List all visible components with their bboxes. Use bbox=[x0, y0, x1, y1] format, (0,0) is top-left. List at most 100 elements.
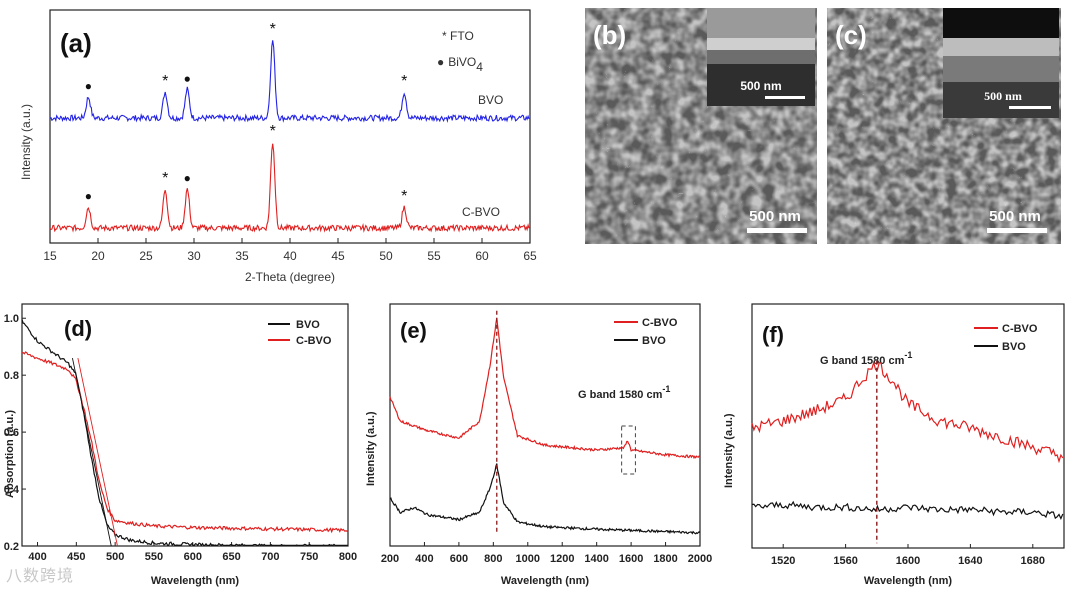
absorption-series-c-bvo bbox=[21, 351, 349, 534]
raman-zoom-xtick-label: 1520 bbox=[771, 555, 795, 567]
xrd-xtick-label: 35 bbox=[235, 249, 249, 263]
raman-zoom-xtick-label: 1640 bbox=[958, 555, 982, 567]
raman-annotation-sup: -1 bbox=[662, 384, 670, 394]
raman-zoom-chart: (f) Intensity (a.u.) Wavelength (nm) C-B… bbox=[723, 303, 1065, 587]
sem-b-scale: 500 nm bbox=[749, 208, 801, 225]
absorption-xtick-label: 550 bbox=[145, 551, 163, 563]
raman-ylabel: Intensity (a.u.) bbox=[365, 411, 377, 486]
absorption-xtick-label: 750 bbox=[300, 551, 318, 563]
sem-c-scalebar bbox=[987, 228, 1047, 233]
panel-b-sem: 500 nm (b) 500 nm bbox=[585, 8, 817, 244]
sem-inset-b: 500 nm bbox=[707, 8, 815, 106]
xrd-series-bvo bbox=[49, 40, 530, 123]
absorption-xtick-label: 700 bbox=[261, 551, 279, 563]
panel-b-label: (b) bbox=[593, 20, 626, 50]
raman-zoom-series-bvo bbox=[751, 500, 1064, 520]
sem-image-b: 500 nm (b) 500 nm bbox=[585, 8, 817, 244]
sem-c-scale: 500 nm bbox=[989, 208, 1041, 225]
panel-a-label: (a) bbox=[60, 28, 92, 58]
xrd-fto-marker: * bbox=[270, 123, 276, 140]
raman-zoom-legend-cbvo: C-BVO bbox=[1002, 323, 1038, 335]
absorption-xtick-label: 500 bbox=[106, 551, 124, 563]
raman-xtick-label: 2000 bbox=[688, 553, 712, 565]
raman-zoom-plot-frame bbox=[751, 303, 1065, 549]
raman-legend-cbvo: C-BVO bbox=[642, 317, 678, 329]
xrd-ylabel: Intensity (a.u.) bbox=[19, 104, 33, 180]
xrd-bivo4-marker: ● bbox=[85, 79, 92, 93]
panel-c-sem: 500 nm (c) 500 nm bbox=[827, 8, 1061, 244]
absorption-xlabel: Wavelength (nm) bbox=[151, 575, 240, 587]
panel-e-label: (e) bbox=[400, 318, 427, 343]
watermark: 八数跨境 bbox=[6, 566, 75, 585]
xrd-legend-dot: ● bbox=[437, 55, 444, 69]
xrd-legend-fto: * FTO bbox=[442, 29, 474, 43]
xrd-plot-frame bbox=[49, 9, 531, 244]
raman-zoom-annotation-text: G band 1580 cm bbox=[820, 355, 905, 367]
xrd-xtick-label: 25 bbox=[139, 249, 153, 263]
panel-f-label: (f) bbox=[762, 322, 784, 347]
absorption-xtick-label: 450 bbox=[67, 551, 85, 563]
absorption-tangent-bvo bbox=[72, 358, 112, 547]
absorption-xtick-label: 400 bbox=[28, 551, 46, 563]
raman-legend-bvo: BVO bbox=[642, 335, 666, 347]
absorption-ytick-label: 0.2 bbox=[4, 541, 19, 553]
raman-xtick-label: 1800 bbox=[653, 553, 677, 565]
xrd-legend-bivo-text: BiVO bbox=[448, 55, 476, 69]
sem-inset-c-scale: 500 nm bbox=[984, 89, 1022, 103]
raman-zoom-xtick-label: 1560 bbox=[833, 555, 857, 567]
sem-image-c: 500 nm (c) 500 nm bbox=[827, 8, 1061, 244]
absorption-xtick-label: 650 bbox=[222, 551, 240, 563]
xrd-chart: (a) Intensity (a.u.) 2-Theta (degree) * … bbox=[19, 9, 537, 284]
xrd-xtick-label: 30 bbox=[187, 249, 201, 263]
xrd-xlabel: 2-Theta (degree) bbox=[245, 270, 335, 284]
xrd-fto-marker: * bbox=[401, 188, 407, 205]
xrd-xtick-label: 15 bbox=[43, 249, 57, 263]
panel-f-raman-zoom: (f) Intensity (a.u.) Wavelength (nm) C-B… bbox=[718, 298, 1080, 594]
xrd-xtick-label: 65 bbox=[523, 249, 537, 263]
raman-zoom-series-c-bvo bbox=[751, 360, 1064, 464]
xrd-fto-marker: * bbox=[401, 73, 407, 90]
xrd-bivo4-marker: ● bbox=[184, 171, 191, 185]
raman-zoom-legend-bvo: BVO bbox=[1002, 341, 1026, 353]
panel-c-label: (c) bbox=[835, 20, 867, 50]
raman-xtick-label: 800 bbox=[484, 553, 502, 565]
xrd-xtick-label: 45 bbox=[331, 249, 345, 263]
xrd-trace-cbvo-label: C-BVO bbox=[462, 205, 500, 219]
xrd-xtick-label: 40 bbox=[283, 249, 297, 263]
sem-b-scalebar bbox=[747, 228, 807, 233]
raman-xtick-label: 1400 bbox=[584, 553, 608, 565]
xrd-xtick-label: 55 bbox=[427, 249, 441, 263]
xrd-xtick-label: 50 bbox=[379, 249, 393, 263]
raman-series-bvo bbox=[389, 463, 701, 535]
raman-xtick-label: 1000 bbox=[516, 553, 540, 565]
raman-xtick-label: 400 bbox=[415, 553, 433, 565]
absorption-ytick-label: 0.6 bbox=[4, 427, 19, 439]
raman-xtick-label: 1200 bbox=[550, 553, 574, 565]
raman-annotation: G band 1580 cm-1 bbox=[578, 384, 670, 401]
sem-inset-b-scale: 500 nm bbox=[740, 79, 781, 93]
xrd-fto-marker: * bbox=[162, 170, 168, 187]
absorption-ytick-label: 0.4 bbox=[4, 484, 20, 496]
raman-xlabel: Wavelength (nm) bbox=[501, 575, 590, 587]
raman-zoom-annotation: G band 1580 cm-1 bbox=[820, 350, 912, 367]
raman-series-c-bvo bbox=[389, 317, 701, 460]
xrd-fto-marker: * bbox=[162, 73, 168, 90]
xrd-trace-bvo-label: BVO bbox=[478, 93, 503, 107]
xrd-bivo4-marker: ● bbox=[85, 189, 92, 203]
raman-plot-frame bbox=[389, 303, 701, 547]
xrd-xtick-label: 60 bbox=[475, 249, 489, 263]
raman-zoom-ylabel: Intensity (a.u.) bbox=[723, 413, 735, 488]
sem-inset-b-scalebar bbox=[765, 96, 805, 99]
absorption-tangent-cbvo bbox=[77, 358, 118, 547]
absorption-ytick-label: 1.0 bbox=[4, 313, 19, 325]
panel-e-raman: (e) Intensity (a.u.) Wavelength (nm) C-B… bbox=[360, 298, 715, 594]
raman-chart: (e) Intensity (a.u.) Wavelength (nm) C-B… bbox=[365, 303, 712, 587]
absorption-legend-bvo: BVO bbox=[296, 319, 320, 331]
xrd-bivo4-marker: ● bbox=[184, 71, 191, 85]
raman-annotation-text: G band 1580 cm bbox=[578, 389, 663, 401]
absorption-xtick-label: 600 bbox=[184, 551, 202, 563]
raman-xtick-label: 1600 bbox=[619, 553, 643, 565]
xrd-xtick-label: 20 bbox=[91, 249, 105, 263]
absorption-chart: (d) Absorption (a.u.) Wavelength (nm) BV… bbox=[4, 303, 357, 587]
xrd-legend-bivo4: ● BiVO4 bbox=[437, 55, 483, 74]
